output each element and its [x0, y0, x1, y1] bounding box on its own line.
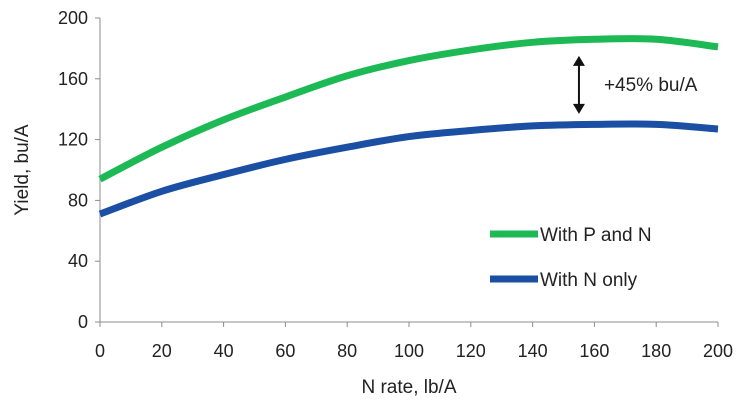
- x-tick-label: 100: [394, 341, 424, 361]
- difference-annotation: +45% bu/A: [604, 75, 698, 96]
- x-tick-label: 140: [518, 341, 548, 361]
- series-line-with-p-and-n: [98, 35, 719, 183]
- series-lines: [98, 35, 719, 218]
- axes: 0 40 80 120 160 200 0 20 40 60 80 100 120 140 160 180 20…: [12, 8, 733, 398]
- y-tick-label: 200: [58, 8, 88, 28]
- legend: With P and N With N only: [490, 225, 652, 291]
- y-tick-label: 160: [58, 69, 88, 89]
- x-tick-label: 60: [275, 341, 295, 361]
- x-axis-title: N rate, lb/A: [361, 377, 456, 398]
- x-tick-label: 200: [703, 341, 733, 361]
- y-axis-title: Yield, bu/A: [12, 124, 33, 216]
- y-tick-label: 0: [78, 312, 88, 332]
- x-tick-label: 80: [337, 341, 357, 361]
- x-tick-label: 20: [152, 341, 172, 361]
- x-tick-label: 120: [456, 341, 486, 361]
- x-tick-label: 180: [641, 341, 671, 361]
- y-tick-label: 80: [68, 190, 88, 210]
- arrow-down-icon: [572, 103, 585, 114]
- y-tick-label: 120: [58, 130, 88, 150]
- legend-label: With N only: [540, 270, 638, 291]
- series-line-with-n-only: [98, 120, 719, 218]
- arrow-up-icon: [572, 55, 585, 66]
- x-tick-label: 40: [214, 341, 234, 361]
- y-tick-label: 40: [68, 251, 88, 271]
- x-tick-label: 0: [95, 341, 105, 361]
- annotations: +45% bu/A: [572, 55, 698, 114]
- x-tick-label: 160: [579, 341, 609, 361]
- legend-label: With P and N: [540, 225, 652, 246]
